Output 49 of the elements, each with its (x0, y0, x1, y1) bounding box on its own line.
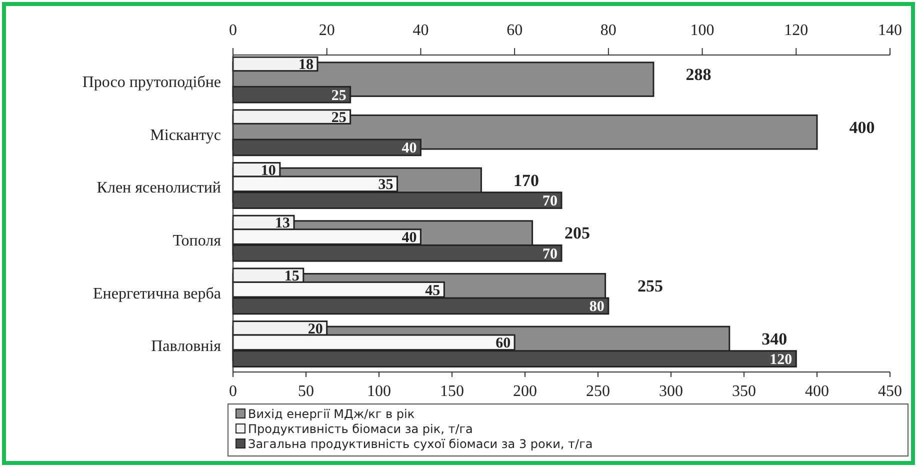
x2-tick-label: 80 (600, 22, 616, 39)
x-tick-label: 50 (298, 383, 314, 400)
data-label: 20 (308, 321, 323, 338)
legend-label: Продуктивність біомаси за рік, т/га (248, 422, 473, 436)
x2-tick-label: 140 (878, 22, 902, 39)
x-tick-label: 450 (878, 383, 902, 400)
x2-tick-label: 120 (784, 22, 808, 39)
x-tick-label: 0 (229, 383, 237, 400)
data-label: 170 (513, 170, 539, 190)
y-tick-label: Міскантус (150, 126, 221, 144)
x2-tick-label: 0 (229, 22, 237, 39)
y-tick-label: Просо прутоподібне (82, 74, 221, 92)
x2-tick-label: 100 (690, 22, 714, 39)
data-label: 70 (542, 194, 558, 210)
data-label: 40 (402, 140, 417, 157)
x-tick-label: 300 (659, 383, 683, 400)
data-label: 340 (762, 329, 788, 348)
x-tick-label: 400 (805, 383, 829, 400)
data-label: 70 (542, 246, 558, 262)
x2-tick-label: 40 (412, 22, 429, 39)
data-label: 120 (770, 352, 792, 368)
y-tick-label: Павловнія (151, 338, 222, 356)
data-label: 400 (849, 118, 875, 138)
data-label: 15 (284, 268, 300, 285)
x-tick-label: 150 (440, 383, 464, 400)
data-label: 45 (425, 282, 440, 299)
data-label: 18 (298, 57, 314, 74)
data-label: 35 (378, 177, 394, 194)
x-tick-label: 100 (367, 383, 391, 400)
data-label: 13 (275, 216, 290, 232)
data-label: 205 (564, 224, 590, 243)
y-tick-label: Енергетична верба (93, 285, 221, 302)
x2-tick-label: 20 (318, 22, 335, 39)
legend-label: Загальна продуктивність сухої біомаси за 3 роки, т/га (248, 437, 593, 452)
x-tick-label: 200 (513, 383, 537, 400)
data-label: 40 (402, 230, 417, 246)
x-tick-label: 250 (586, 383, 610, 400)
x2-tick-label: 60 (506, 22, 523, 39)
data-label: 80 (589, 299, 604, 316)
data-label: 10 (260, 162, 276, 179)
data-label: 255 (638, 276, 664, 296)
data-label: 60 (496, 336, 511, 352)
y-tick-label: Тополя (172, 232, 222, 250)
data-label: 25 (331, 88, 346, 104)
data-label: 25 (331, 110, 346, 126)
legend-label: Вихід енергії МДж/кг в рік (248, 407, 415, 422)
data-label: 288 (686, 65, 712, 84)
y-tick-label: Клен ясенолистий (96, 180, 222, 197)
x-tick-label: 350 (732, 383, 756, 400)
